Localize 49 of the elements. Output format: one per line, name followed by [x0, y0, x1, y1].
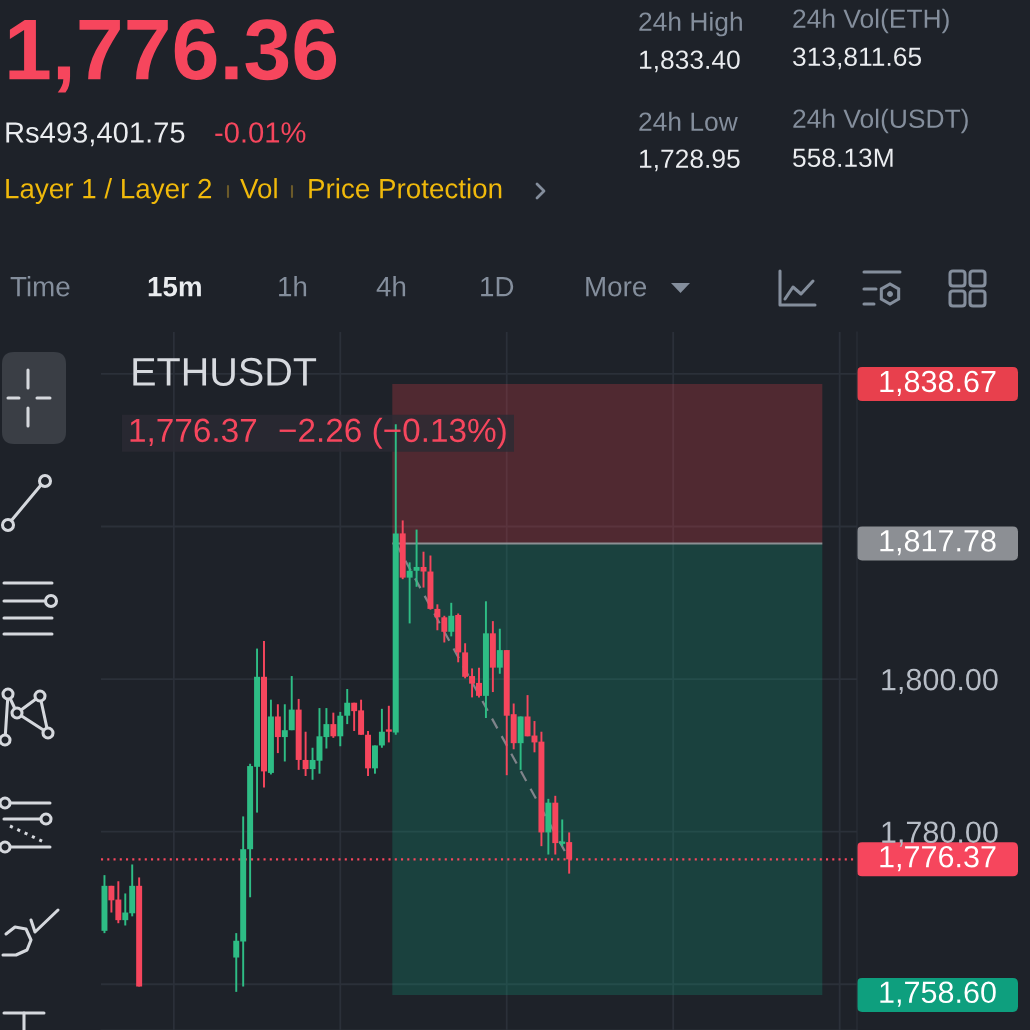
candlestick: [281, 703, 288, 763]
candlestick: [330, 711, 337, 739]
ref-line-label: 1,776.37: [880, 845, 996, 872]
text: 1,833.40: [640, 50, 740, 73]
ref-line-label: 1,817.78: [880, 530, 996, 556]
candlestick: [524, 694, 531, 738]
annotation: 1,776.37: [130, 418, 257, 447]
text: 15m: [148, 277, 201, 297]
text: 24h Low: [639, 111, 738, 132]
candlestick: [337, 710, 344, 748]
text: Time: [10, 276, 70, 297]
band-label: 1,758.60: [880, 981, 996, 1007]
text: 1h: [279, 276, 307, 297]
text: 1,776.36: [9, 19, 337, 93]
text: 4h: [376, 276, 406, 297]
text: 24h Vol(USDT): [793, 108, 968, 134]
text: Layer 1 / Layer 2: [6, 178, 212, 204]
candlestick: [108, 884, 115, 914]
text: Price Protection: [309, 178, 502, 199]
candlestick: [274, 703, 281, 755]
text: 1D: [481, 277, 514, 297]
text: 558.13M: [793, 148, 893, 168]
candlestick: [371, 744, 378, 775]
candlestick: [441, 614, 448, 644]
text: 24h High: [639, 11, 742, 37]
candlestick: [420, 550, 427, 589]
candlestick: [434, 603, 441, 632]
text: 313,811.65: [793, 47, 922, 70]
text: -0.01%: [215, 122, 306, 143]
candlestick: [344, 688, 351, 726]
y-tick-label: 1,780.00: [882, 821, 998, 847]
candlestick: [378, 707, 385, 749]
candlestick: [288, 675, 295, 732]
candlestick: [302, 730, 309, 777]
band-label: 1,838.67: [880, 370, 996, 396]
text: 1,728.95: [640, 149, 740, 172]
text: ETHUSDT: [133, 357, 317, 386]
candlestick: [122, 892, 129, 927]
candlestick: [115, 880, 122, 925]
candlestick: [496, 627, 503, 675]
y-tick-label: 1,800.00: [882, 668, 998, 695]
text: More: [586, 277, 647, 297]
candlestick: [385, 704, 392, 744]
text: Rs493,401.75: [6, 122, 185, 147]
text: Vol: [240, 178, 277, 199]
text: 24h Vol(ETH): [793, 8, 949, 34]
candlestick: [448, 601, 455, 638]
candlestick: [413, 528, 420, 588]
candlestick: [406, 561, 413, 625]
